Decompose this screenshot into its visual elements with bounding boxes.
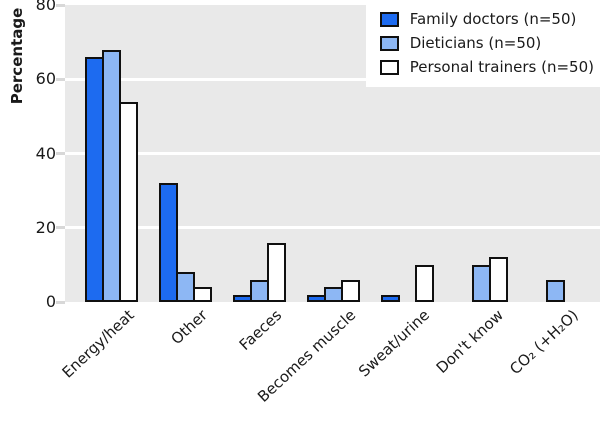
legend-row-0: Family doctors (n=50) <box>379 7 594 31</box>
y-tick-label-0: 0 <box>45 292 56 311</box>
y-tick-mark-20 <box>56 226 65 230</box>
gridline-20 <box>65 226 600 230</box>
bar-series2-cat0 <box>118 101 138 302</box>
bar-series2-cat4 <box>414 264 434 302</box>
bar-series2-cat1 <box>192 287 212 302</box>
bar-series1-cat6 <box>545 279 565 302</box>
y-axis-title: Percentage <box>8 7 26 105</box>
gridline-60 <box>65 77 600 81</box>
legend-label: Family doctors (n=50) <box>409 10 577 28</box>
plot-area <box>65 5 600 302</box>
legend-swatch-icon <box>379 59 399 75</box>
x-label-cat0: Energy/heat <box>58 306 138 382</box>
legend-label: Personal trainers (n=50) <box>409 58 594 76</box>
y-tick-mark-60 <box>56 77 65 81</box>
x-label-cat2: Faeces <box>235 306 286 354</box>
y-tick-label-40: 40 <box>35 143 56 163</box>
legend-swatch-icon <box>379 35 399 51</box>
x-label-cat1: Other <box>167 306 212 349</box>
bar-series2-cat2 <box>266 242 286 302</box>
y-tick-label-80: 80 <box>35 0 56 14</box>
legend-swatch-icon <box>379 11 399 27</box>
bar-series0-cat4 <box>380 294 400 302</box>
y-tick-mark-40 <box>56 152 65 155</box>
gridline-40 <box>65 152 600 155</box>
legend-label: Dieticians (n=50) <box>409 34 542 52</box>
x-label-cat4: Sweat/urine <box>355 306 434 381</box>
legend-row-1: Dieticians (n=50) <box>379 31 594 55</box>
bar-series2-cat5 <box>488 257 508 302</box>
legend-row-2: Personal trainers (n=50) <box>379 55 594 79</box>
y-tick-label-60: 60 <box>35 69 56 89</box>
x-label-cat6: CO₂ (+H₂O) <box>505 306 582 379</box>
legend: Family doctors (n=50) Dieticians (n=50) Pe… <box>365 0 600 87</box>
y-tick-label-20: 20 <box>35 217 56 237</box>
y-tick-mark-80 <box>56 3 65 7</box>
x-label-cat5: Don't know <box>433 306 508 377</box>
y-tick-mark-0 <box>56 300 65 304</box>
bar-series2-cat3 <box>340 279 360 302</box>
bar-series0-cat1 <box>158 183 178 302</box>
